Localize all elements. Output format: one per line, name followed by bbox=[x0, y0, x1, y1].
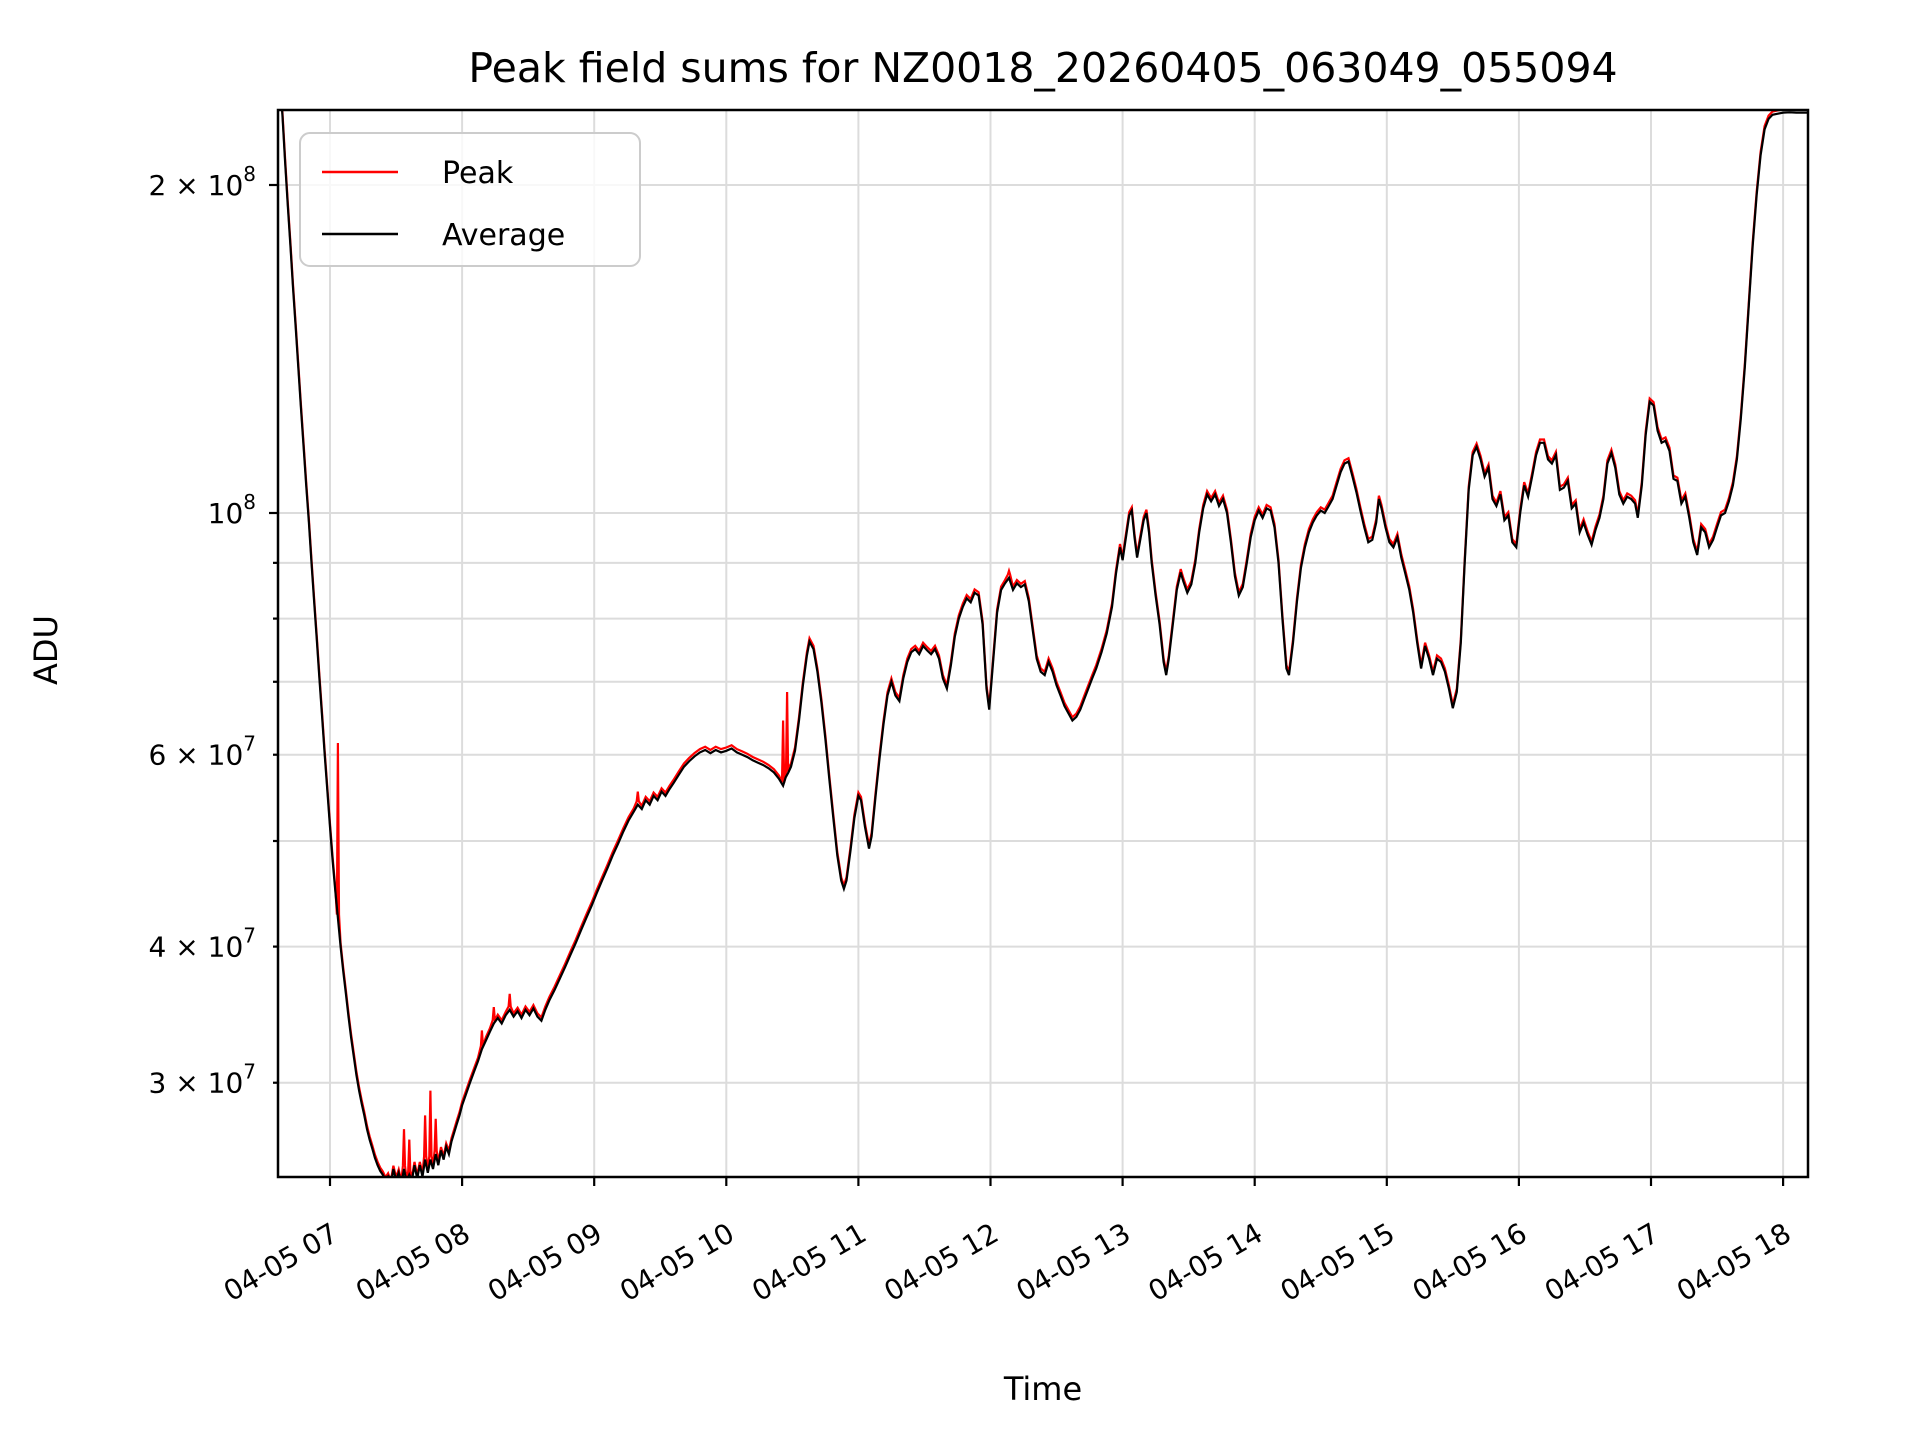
x-tick-label: 04-05 08 bbox=[350, 1216, 476, 1308]
x-tick-label: 04-05 15 bbox=[1275, 1216, 1401, 1308]
y-tick-exponent: 8 bbox=[243, 162, 256, 186]
axes-spines bbox=[276, 108, 1810, 1179]
data-series-group bbox=[280, 110, 1808, 1177]
plot-area bbox=[278, 110, 1808, 1177]
y-tick-exponent: 7 bbox=[243, 924, 256, 948]
y-tick-exponent: 7 bbox=[243, 1060, 256, 1084]
y-tick-label: 108 bbox=[208, 490, 256, 530]
y-tick-label: 2 × 108 bbox=[149, 162, 256, 202]
x-tick-label: 04-05 17 bbox=[1539, 1216, 1665, 1308]
x-tick-label: 04-05 14 bbox=[1143, 1216, 1269, 1308]
x-tick-label: 04-05 09 bbox=[482, 1216, 608, 1308]
x-tick-label: 04-05 07 bbox=[218, 1216, 344, 1308]
average-series-line bbox=[280, 110, 1808, 1177]
y-tick-label: 3 × 107 bbox=[149, 1060, 256, 1100]
y-tick-mantissa: 3 × 10 bbox=[149, 1067, 244, 1100]
y-tick-label: 6 × 107 bbox=[149, 732, 256, 772]
x-tick-label: 04-05 12 bbox=[878, 1216, 1004, 1308]
y-tick-mantissa: 2 × 10 bbox=[149, 169, 244, 202]
y-tick-exponent: 8 bbox=[243, 490, 256, 514]
y-tick-mantissa: 4 × 10 bbox=[149, 931, 244, 964]
x-tick-label: 04-05 16 bbox=[1407, 1216, 1533, 1308]
legend-peak-label: Peak bbox=[442, 156, 514, 191]
y-axis-label: ADU bbox=[27, 615, 65, 685]
y-tick-mantissa: 6 × 10 bbox=[149, 739, 244, 772]
chart-title: Peak field sums for NZ0018_20260405_0630… bbox=[468, 44, 1617, 92]
y-tick-label: 4 × 107 bbox=[149, 924, 256, 964]
legend: Peak Average bbox=[299, 132, 641, 267]
x-tick-label: 04-05 11 bbox=[746, 1216, 872, 1308]
x-tick-label: 04-05 18 bbox=[1671, 1216, 1797, 1308]
legend-average-label: Average bbox=[442, 218, 565, 253]
x-tick-labels: 04-05 07 04-05 08 04-05 09 04-05 10 04-05 11… bbox=[218, 1216, 1797, 1308]
gridlines bbox=[278, 110, 1808, 1177]
y-tick-exponent: 7 bbox=[243, 732, 256, 756]
x-tick-label: 04-05 10 bbox=[614, 1216, 740, 1308]
y-tick-mantissa: 10 bbox=[208, 497, 244, 530]
x-tick-label: 04-05 13 bbox=[1011, 1216, 1137, 1308]
x-axis-label: Time bbox=[1003, 1370, 1082, 1408]
